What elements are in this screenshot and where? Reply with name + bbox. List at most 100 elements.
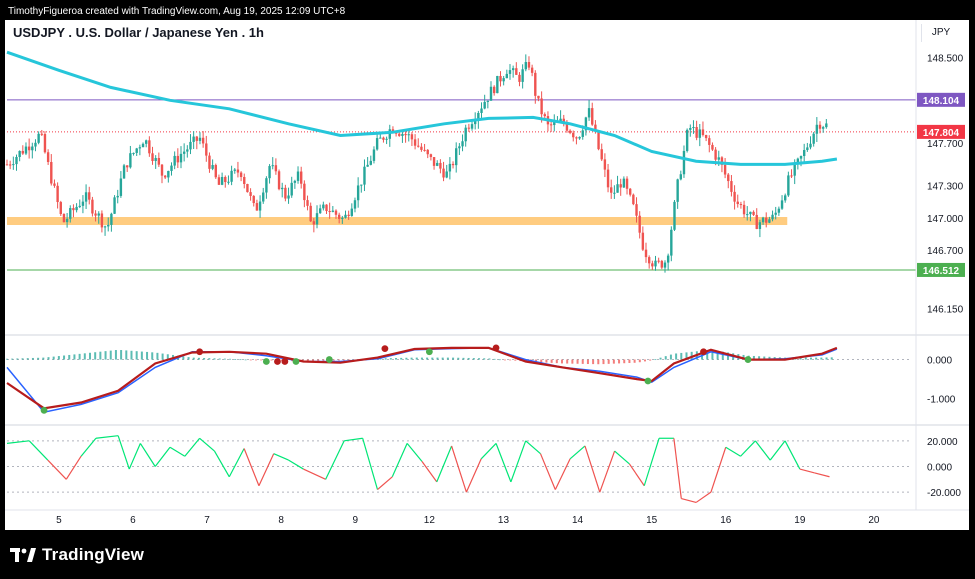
- currency-label[interactable]: JPY: [921, 24, 960, 42]
- histogram-bar: [135, 351, 138, 360]
- candle: [337, 214, 341, 219]
- histogram-bar: [109, 350, 112, 360]
- candle: [787, 175, 790, 196]
- price-tag-label: 146.512: [923, 266, 960, 277]
- candle: [350, 208, 354, 216]
- candle: [18, 150, 21, 157]
- candle: [299, 171, 303, 184]
- candle: [628, 188, 632, 195]
- candle: [689, 127, 692, 130]
- candle: [129, 153, 132, 168]
- candle: [205, 143, 208, 156]
- histogram-bar: [104, 351, 107, 360]
- histogram-bar: [213, 358, 216, 360]
- candle: [353, 200, 357, 209]
- candle: [445, 171, 448, 178]
- histogram-bar: [182, 356, 185, 360]
- candle: [312, 221, 316, 225]
- chart-canvas[interactable]: 148.104 146.512 147.804 148.500 147.700 147.…: [5, 20, 969, 530]
- price-tick-label: 147.000: [927, 214, 964, 225]
- oscillator-segment: [451, 445, 467, 493]
- candle: [138, 147, 142, 149]
- candle: [638, 215, 641, 233]
- candle: [537, 95, 540, 99]
- histogram-bar: [21, 358, 24, 360]
- candle: [600, 149, 603, 160]
- candle: [467, 127, 471, 129]
- histogram-bar: [503, 359, 506, 361]
- candle: [208, 155, 211, 169]
- candle: [186, 149, 189, 152]
- histogram-bar: [462, 357, 465, 360]
- histogram-bar: [348, 359, 351, 361]
- histogram-bar: [721, 351, 724, 360]
- histogram-bar: [659, 357, 662, 360]
- oscillator-segment: [740, 440, 756, 457]
- candle: [385, 138, 388, 140]
- oscillator-segment: [754, 440, 771, 461]
- candle: [521, 69, 524, 82]
- oscillator-segment: [554, 458, 571, 490]
- oscillator-segment: [406, 443, 423, 462]
- tradingview-logo[interactable]: TradingView: [10, 540, 144, 570]
- candle: [27, 146, 31, 151]
- osc-tick-label: 0.000: [927, 463, 952, 474]
- oscillator-segment: [288, 459, 304, 470]
- histogram-bar: [498, 359, 501, 361]
- candle: [549, 124, 553, 126]
- candle: [233, 169, 236, 171]
- candle: [651, 263, 654, 267]
- oscillator-segment: [303, 468, 326, 480]
- candle: [274, 165, 278, 172]
- histogram-bar: [405, 357, 408, 360]
- oscillator-segment: [139, 443, 156, 467]
- candle: [730, 181, 733, 192]
- macd-line: [6, 346, 838, 410]
- histogram-bar: [260, 359, 263, 361]
- candle: [451, 163, 455, 166]
- histogram-bar: [26, 358, 29, 360]
- candle: [100, 213, 104, 228]
- macd-pane: [6, 344, 911, 414]
- histogram-bar: [120, 350, 123, 360]
- candle: [796, 158, 800, 164]
- candle: [182, 151, 186, 154]
- candle: [369, 160, 372, 165]
- candle: [758, 222, 762, 229]
- histogram-bar: [306, 359, 309, 362]
- oscillator-segment: [243, 448, 260, 486]
- chart-panel[interactable]: 148.104 146.512 147.804 148.500 147.700 147.…: [5, 20, 969, 530]
- cross-marker: [644, 377, 652, 385]
- candle: [268, 166, 271, 179]
- candle: [663, 262, 667, 268]
- time-tick-label: 8: [278, 515, 284, 526]
- histogram-bar: [654, 359, 657, 361]
- histogram-bar: [555, 359, 558, 364]
- oscillator-segment: [710, 447, 727, 493]
- candle: [265, 178, 268, 193]
- oscillator-segment: [325, 440, 345, 480]
- candle: [116, 195, 119, 198]
- candle: [401, 133, 404, 136]
- histogram-bar: [820, 357, 823, 360]
- cross-marker: [281, 358, 289, 365]
- candle: [587, 108, 591, 118]
- candle: [309, 205, 312, 222]
- candle: [201, 137, 205, 144]
- candle: [50, 161, 53, 184]
- oscillator-segment: [362, 438, 379, 490]
- candle: [821, 127, 825, 129]
- histogram-bar: [218, 358, 221, 360]
- candle: [752, 211, 755, 215]
- histogram-bar: [804, 357, 807, 360]
- time-tick-label: 7: [204, 515, 210, 526]
- candle: [296, 171, 300, 181]
- candle: [217, 177, 221, 185]
- histogram-bar: [467, 357, 470, 360]
- candle: [765, 217, 768, 223]
- candle: [281, 187, 284, 190]
- histogram-bar: [436, 357, 439, 360]
- cross-marker: [700, 348, 707, 356]
- candle: [477, 112, 480, 121]
- histogram-bar: [483, 358, 486, 360]
